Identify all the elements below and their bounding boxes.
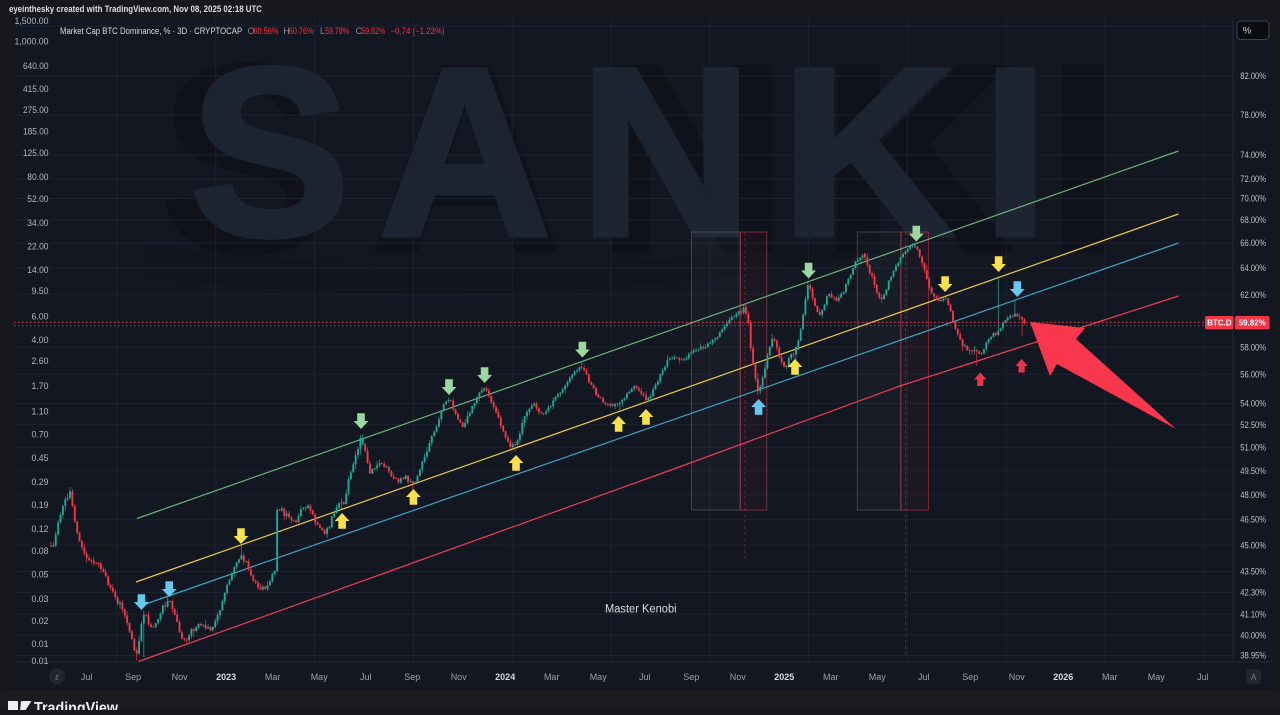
svg-text:70.00%: 70.00%	[1240, 194, 1266, 204]
svg-text:0.02: 0.02	[32, 616, 49, 626]
svg-text:49.50%: 49.50%	[1240, 466, 1266, 476]
svg-text:Mar: Mar	[823, 672, 839, 682]
svg-text:Master Kenobi: Master Kenobi	[605, 603, 677, 615]
svg-text:0.01: 0.01	[32, 639, 49, 649]
svg-text:34.00: 34.00	[27, 218, 48, 228]
svg-text:Jul: Jul	[360, 672, 372, 682]
svg-text:59.82%: 59.82%	[1239, 319, 1266, 328]
svg-text:64.00%: 64.00%	[1240, 263, 1266, 273]
svg-text:Sep: Sep	[404, 672, 420, 682]
svg-text:0.45: 0.45	[32, 453, 49, 463]
svg-text:TradingView: TradingView	[34, 700, 118, 711]
svg-text:72.00%: 72.00%	[1240, 174, 1266, 184]
svg-text:Nov: Nov	[451, 672, 468, 682]
svg-text:185.00: 185.00	[23, 127, 49, 137]
svg-text:May: May	[590, 672, 608, 682]
svg-text:14.00: 14.00	[27, 265, 48, 275]
svg-text:0.03: 0.03	[32, 594, 49, 604]
svg-text:66.00%: 66.00%	[1240, 238, 1266, 248]
svg-text:Jul: Jul	[81, 672, 93, 682]
svg-text:0.29: 0.29	[32, 477, 49, 487]
svg-text:Nov: Nov	[1009, 672, 1026, 682]
svg-text:0.05: 0.05	[32, 570, 49, 580]
svg-text:2023: 2023	[216, 672, 236, 682]
svg-text:42.30%: 42.30%	[1240, 588, 1266, 598]
svg-text:0.19: 0.19	[32, 500, 49, 510]
svg-text:640.00: 640.00	[23, 61, 49, 71]
svg-text:82.00%: 82.00%	[1240, 71, 1266, 81]
svg-text:Mar: Mar	[1102, 672, 1118, 682]
svg-text:9.50: 9.50	[32, 286, 49, 296]
svg-text:1.70: 1.70	[32, 381, 49, 391]
svg-text:4.00: 4.00	[32, 335, 49, 345]
svg-text:38.95%: 38.95%	[1240, 651, 1266, 661]
svg-text:Sep: Sep	[125, 672, 141, 682]
svg-text:Mar: Mar	[544, 672, 560, 682]
svg-text:22.00: 22.00	[27, 242, 48, 252]
svg-text:45.00%: 45.00%	[1240, 540, 1266, 550]
svg-text:1,000.00: 1,000.00	[15, 37, 49, 47]
svg-text:125.00: 125.00	[23, 148, 49, 158]
svg-text:1,500.00: 1,500.00	[15, 16, 49, 26]
svg-text:2024: 2024	[495, 672, 515, 682]
svg-text:SANKI: SANKI	[160, 11, 1155, 307]
svg-text:56.00%: 56.00%	[1240, 370, 1266, 380]
svg-text:78.00%: 78.00%	[1240, 110, 1266, 120]
svg-text:51.00%: 51.00%	[1240, 443, 1266, 453]
svg-text:Jul: Jul	[639, 672, 651, 682]
svg-text:0.08: 0.08	[32, 546, 49, 556]
svg-text:BTC.D: BTC.D	[1207, 319, 1232, 328]
svg-text:Jul: Jul	[1197, 672, 1209, 682]
svg-text:62.00%: 62.00%	[1240, 290, 1266, 300]
svg-text:z: z	[55, 673, 59, 682]
svg-text:41.10%: 41.10%	[1240, 610, 1266, 620]
svg-text:SANKI: SANKI	[190, 18, 1077, 286]
svg-text:A: A	[1251, 673, 1257, 682]
svg-text:52.50%: 52.50%	[1240, 420, 1266, 430]
svg-text:46.50%: 46.50%	[1240, 515, 1266, 525]
svg-text:80.00: 80.00	[27, 172, 48, 182]
svg-text:eyeinthesky created with Tradi: eyeinthesky created with TradingView.com…	[9, 4, 262, 14]
svg-text:58.00%: 58.00%	[1240, 343, 1266, 353]
svg-text:Market Cap BTC Dominance, % ·: Market Cap BTC Dominance, % · 3D · CRYPT…	[60, 26, 445, 36]
svg-text:May: May	[311, 672, 329, 682]
svg-text:415.00: 415.00	[23, 84, 49, 94]
svg-text:48.00%: 48.00%	[1240, 490, 1266, 500]
svg-text:%: %	[1243, 26, 1252, 37]
svg-text:43.50%: 43.50%	[1240, 567, 1266, 577]
svg-text:May: May	[869, 672, 887, 682]
svg-text:52.00: 52.00	[27, 194, 48, 204]
svg-text:2.60: 2.60	[32, 356, 49, 366]
svg-text:54.00%: 54.00%	[1240, 399, 1266, 409]
svg-text:Mar: Mar	[265, 672, 281, 682]
svg-text:0.12: 0.12	[32, 524, 49, 534]
svg-text:275.00: 275.00	[23, 105, 49, 115]
svg-text:Sep: Sep	[962, 672, 978, 682]
svg-text:40.00%: 40.00%	[1240, 630, 1266, 640]
svg-text:2026: 2026	[1053, 672, 1073, 682]
svg-text:6.00: 6.00	[32, 311, 49, 321]
svg-text:Jul: Jul	[918, 672, 930, 682]
svg-text:0.70: 0.70	[32, 429, 49, 439]
svg-text:2025: 2025	[774, 672, 794, 682]
svg-text:Nov: Nov	[730, 672, 747, 682]
svg-text:68.00%: 68.00%	[1240, 215, 1266, 225]
svg-text:1.10: 1.10	[32, 407, 49, 417]
svg-text:0.01: 0.01	[32, 656, 49, 666]
svg-text:May: May	[1148, 672, 1166, 682]
svg-text:Sep: Sep	[683, 672, 699, 682]
svg-text:74.00%: 74.00%	[1240, 150, 1266, 160]
svg-text:Nov: Nov	[172, 672, 189, 682]
